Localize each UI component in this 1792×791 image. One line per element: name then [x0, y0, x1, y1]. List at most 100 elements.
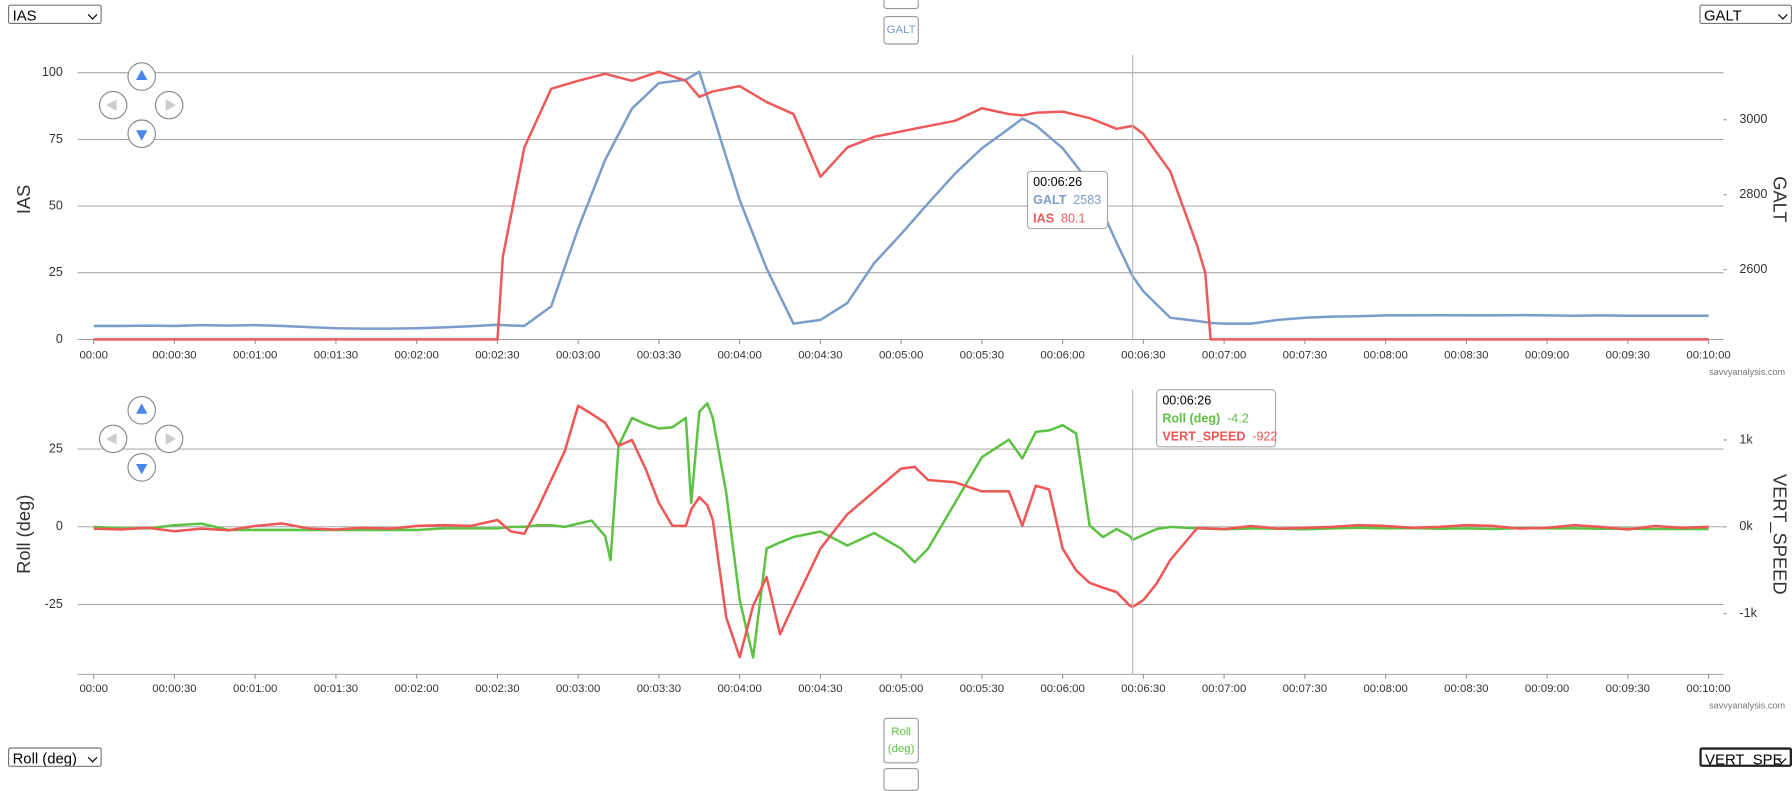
tooltip-box [1026, 170, 1109, 230]
nav-button[interactable] [127, 453, 156, 482]
nav-button[interactable] [154, 424, 184, 454]
y-axis-title: Roll (deg) [13, 495, 34, 574]
y2-axis-title: VERT_SPEED [1768, 474, 1790, 594]
tooltip-name: IAS [1033, 212, 1054, 226]
y-tick-label: 0 [56, 519, 63, 533]
nav-button[interactable] [98, 90, 128, 120]
nav-button[interactable] [154, 90, 184, 120]
y-tick-label: 50 [49, 198, 63, 212]
tooltip-item: Roll (deg) -4.2 [1162, 412, 1248, 426]
y-tick-label: 100 [42, 65, 63, 79]
y-tick-label: -25 [45, 597, 63, 611]
x-tick-label: 00:07:00 [1202, 683, 1246, 695]
x-tick-label: 00:03:30 [637, 349, 681, 361]
x-tick-label: 00:01:30 [314, 349, 358, 361]
tooltip-value: -922 [1252, 430, 1277, 444]
x-tick-label: 00:10:00 [1686, 683, 1730, 695]
x-tick-label: 00:04:30 [798, 683, 842, 695]
y2-tick-label: 0k [1739, 519, 1753, 533]
x-tick-label: 00:06:00 [1040, 349, 1084, 361]
x-tick-label: 00:07:30 [1283, 349, 1327, 361]
x-tick-label: 00:09:30 [1606, 683, 1650, 695]
nav-arrow[interactable] [106, 99, 117, 111]
x-tick-label: 00:08:30 [1444, 349, 1488, 361]
x-tick-label: 00:08:00 [1363, 683, 1407, 695]
x-tick-label: 00:04:30 [798, 349, 842, 361]
x-tick-label: 00:00:30 [152, 683, 196, 695]
nav-arrow[interactable] [165, 99, 176, 111]
y-tick-label: 0 [56, 332, 63, 346]
nav-arrow[interactable] [135, 130, 148, 141]
x-tick-label: 00:04:00 [717, 349, 761, 361]
nav-button[interactable] [127, 119, 156, 148]
x-tick-label: 00:05:30 [960, 683, 1004, 695]
select-right-top[interactable]: GALT [1699, 4, 1792, 24]
tooltip-value: 2583 [1073, 193, 1101, 207]
series-button[interactable] [883, 0, 919, 10]
nav-arrow[interactable] [135, 463, 148, 475]
x-tick-label: 00:04:00 [717, 683, 761, 695]
nav-arrow[interactable] [106, 433, 117, 445]
series-line [93, 70, 1709, 341]
nav-arrow[interactable] [135, 403, 148, 414]
x-tick-label: 00:00 [79, 683, 108, 695]
x-tick-label: 00:09:00 [1525, 683, 1569, 695]
y-tick-label: 75 [49, 132, 63, 146]
charts: 0 25 50 75 100 2600 2800 3000 00:00 00:00:30 00:01… [13, 54, 1790, 711]
select-left-bottom[interactable]: Roll (deg) [7, 747, 102, 767]
series-line [93, 402, 1709, 659]
y-tick-label: 25 [49, 265, 63, 279]
y2-tick-label: 2800 [1739, 187, 1767, 201]
select-right-bottom[interactable]: VERT_SPE [1699, 747, 1792, 767]
nav-button[interactable] [127, 62, 156, 91]
x-tick-label: 00:02:30 [475, 683, 519, 695]
series-line [93, 70, 1709, 330]
x-tick-label: 00:01:00 [233, 683, 277, 695]
series-line [93, 404, 1709, 659]
tooltip-time: 00:06:26 [1033, 175, 1082, 189]
x-tick-label: 00:08:30 [1444, 683, 1488, 695]
x-tick-label: 00:05:00 [879, 349, 923, 361]
y2-tick-label: 3000 [1739, 112, 1767, 126]
series-button[interactable]: GALT [883, 15, 919, 45]
select-left-top[interactable]: IAS [7, 4, 102, 24]
x-tick-label: 00:02:00 [394, 683, 438, 695]
x-tick-label: 00:05:30 [960, 349, 1004, 361]
credit: savvyanalysis.com [1709, 701, 1785, 711]
nav-button[interactable] [127, 395, 156, 425]
nav-button[interactable] [98, 424, 128, 454]
x-tick-label: 00:00:30 [152, 349, 196, 361]
x-tick-label: 00:05:00 [879, 683, 923, 695]
x-tick-label: 00:06:30 [1121, 683, 1165, 695]
tooltip-item: GALT 2583 [1033, 193, 1101, 207]
y2-tick-label: 2600 [1739, 262, 1767, 276]
tooltip-name: Roll (deg) [1162, 412, 1220, 426]
x-tick-label: 00:02:30 [475, 349, 519, 361]
tooltip-value: -4.2 [1227, 412, 1249, 426]
y2-axis-title: GALT [1769, 176, 1790, 222]
nav-arrow[interactable] [165, 433, 176, 445]
nav-arrow[interactable] [135, 69, 148, 80]
x-tick-label: 00:00 [79, 349, 108, 361]
series-button[interactable]: Roll (deg) [883, 717, 919, 764]
x-tick-label: 00:01:30 [314, 683, 358, 695]
y-tick-label: 25 [49, 441, 63, 455]
tooltip-name: GALT [1033, 193, 1067, 207]
x-tick-label: 00:07:30 [1283, 683, 1327, 695]
y-axis-title: IAS [13, 185, 34, 214]
series-button[interactable] [883, 767, 919, 791]
x-tick-label: 00:02:00 [394, 349, 438, 361]
x-tick-label: 00:09:00 [1525, 349, 1569, 361]
x-tick-label: 00:03:00 [556, 349, 600, 361]
y2-tick-label: -1k [1739, 606, 1757, 620]
x-tick-label: 00:03:30 [637, 683, 681, 695]
tooltip-item: VERT_SPEED -922 [1162, 430, 1277, 444]
credit: savvyanalysis.com [1709, 367, 1785, 377]
app: 0 25 50 75 100 2600 2800 3000 00:00 00:00:30 00:01… [0, 0, 1792, 773]
x-tick-label: 00:07:00 [1202, 349, 1246, 361]
tooltip-box [1156, 389, 1277, 448]
tooltip-item: IAS 80.1 [1033, 212, 1085, 226]
tooltip-value: 80.1 [1061, 212, 1085, 226]
tooltip-name: VERT_SPEED [1162, 430, 1245, 444]
x-tick-label: 00:03:00 [556, 683, 600, 695]
